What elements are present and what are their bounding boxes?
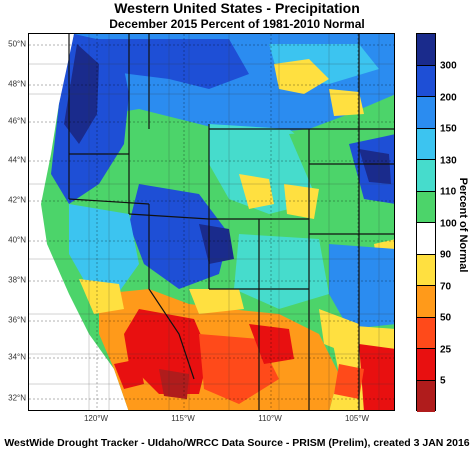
legend-tick: 150 [440,123,457,135]
lat-label-48: 48°N [8,79,26,89]
lon-label-110: 110°W [258,414,282,423]
legend-tick: 25 [440,344,452,356]
precipitation-map-graphic [29,34,394,410]
legend-tick: 130 [440,155,457,167]
map-subtitle: December 2015 Percent of 1981-2010 Norma… [109,17,365,31]
legend-tick: 300 [440,60,457,72]
legend-tick: 70 [440,281,452,293]
legend-swatch [417,65,435,97]
lon-label-115: 115°W [171,414,195,423]
lon-label-105: 105°W [344,414,370,423]
legend-swatch [417,160,435,192]
lat-label-40: 40°N [8,235,26,245]
map-footer: WestWide Drought Tracker - UIdaho/WRCC D… [4,437,470,449]
legend-swatch [417,254,435,286]
lat-label-32: 32°N [8,393,26,403]
legend-swatch [417,34,435,66]
lat-label-46: 46°N [8,116,26,126]
lat-label-38: 38°N [8,275,26,285]
lon-label-120: 120°W [83,414,109,423]
legend-tick: 5 [440,375,446,387]
legend-swatch [417,286,435,318]
legend-swatch [417,317,435,349]
legend-title: Percent of Normal [457,177,469,273]
map-title: Western United States - Precipitation [114,0,360,16]
legend-tick: 100 [440,218,457,230]
legend-swatch [417,97,435,129]
legend-swatch [417,223,435,255]
lat-label-34: 34°N [8,352,26,362]
legend-swatch [417,380,435,412]
legend-tick: 50 [440,312,452,324]
lat-label-50: 50°N [8,39,26,49]
legend-swatch [417,128,435,160]
lat-label-44: 44°N [8,155,26,165]
legend-colorbar [416,33,436,412]
legend-swatch [417,191,435,223]
legend-tick: 110 [440,186,457,198]
lat-label-42: 42°N [8,195,26,205]
legend-swatch [417,349,435,381]
lat-label-36: 36°N [8,315,26,325]
precipitation-map [28,33,395,411]
legend-tick: 200 [440,92,457,104]
legend-tick: 90 [440,249,452,261]
